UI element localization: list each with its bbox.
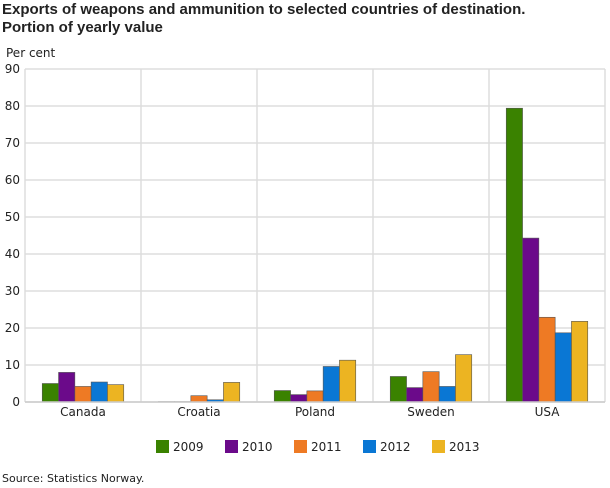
y-tick-label: 70: [5, 136, 20, 150]
legend-swatch-2009: [156, 440, 169, 453]
bar-croatia-2013: [223, 382, 241, 403]
y-tick-label: 60: [5, 173, 20, 187]
y-tick-label: 10: [5, 358, 20, 372]
x-tick-label: USA: [535, 405, 561, 419]
bar-sweden-2013: [455, 354, 473, 403]
y-tick-label: 50: [5, 210, 20, 224]
bar-canada-2011: [74, 386, 92, 403]
chart-title: Exports of weapons and ammunition to sel…: [2, 1, 608, 37]
legend-label-2009: 2009: [173, 440, 204, 454]
bar-canada-2013: [107, 384, 125, 403]
y-tick-label: 20: [5, 321, 20, 335]
bar-sweden-2010: [406, 387, 424, 403]
title-line-1: Exports of weapons and ammunition to sel…: [2, 1, 526, 18]
x-tick-label: Canada: [60, 405, 106, 419]
y-tick-label: 30: [5, 284, 20, 298]
legend-label-2013: 2013: [449, 440, 480, 454]
bar-sweden-2011: [422, 371, 440, 403]
y-tick-label: 40: [5, 247, 20, 261]
bar-usa-2012: [554, 332, 572, 403]
legend-swatch-2013: [432, 440, 445, 453]
bar-sweden-2009: [389, 376, 407, 403]
y-tick-label: 0: [12, 395, 20, 409]
bar-usa-2009: [505, 107, 523, 403]
y-axis-label: Per cent: [6, 46, 56, 60]
bar-poland-2010: [290, 394, 308, 403]
legend-label-2012: 2012: [380, 440, 411, 454]
bar-croatia-2011: [190, 395, 208, 403]
bar-usa-2010: [522, 237, 540, 403]
bar-canada-2010: [58, 372, 76, 403]
y-tick-label: 90: [5, 62, 20, 76]
legend-swatch-2012: [363, 440, 376, 453]
legend-swatch-2011: [294, 440, 307, 453]
x-tick-label: Poland: [295, 405, 335, 419]
x-tick-label: Croatia: [177, 405, 220, 419]
bar-canada-2012: [90, 381, 108, 403]
title-line-2: Portion of yearly value: [2, 19, 163, 36]
legend-label-2011: 2011: [311, 440, 342, 454]
source-note: Source: Statistics Norway.: [2, 472, 145, 485]
x-tick-label: Sweden: [407, 405, 454, 419]
bar-sweden-2012: [438, 386, 456, 403]
legend-label-2010: 2010: [242, 440, 273, 454]
bar-poland-2013: [339, 359, 357, 403]
bar-usa-2013: [571, 321, 589, 403]
legend-swatch-2010: [225, 440, 238, 453]
y-tick-label: 80: [5, 99, 20, 113]
bar-poland-2009: [273, 390, 291, 403]
bar-canada-2009: [41, 383, 59, 403]
bar-usa-2011: [538, 316, 556, 403]
bar-poland-2012: [322, 366, 340, 403]
bar-poland-2011: [306, 390, 324, 403]
